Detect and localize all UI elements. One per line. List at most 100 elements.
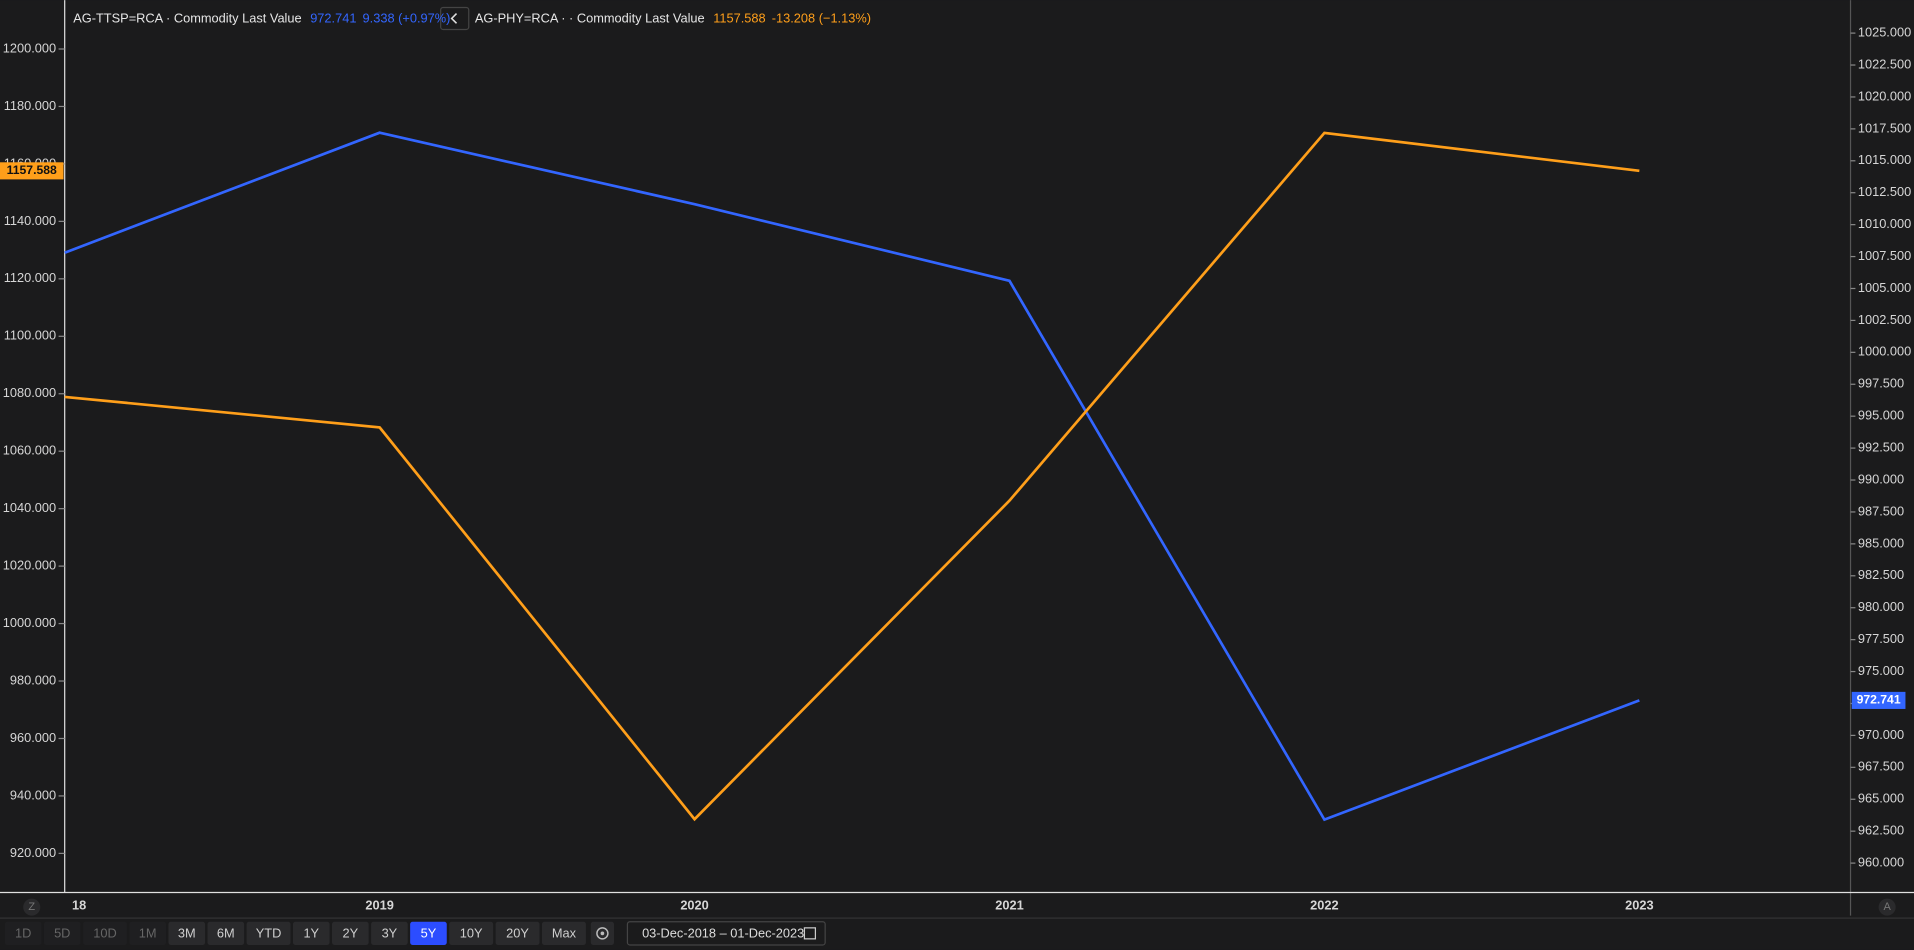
range-button-label[interactable]: 5Y — [421, 925, 437, 940]
range-button-label[interactable]: 20Y — [506, 925, 529, 940]
x-tick-label: 2021 — [995, 897, 1023, 912]
x-tick-label: 2019 — [365, 897, 393, 912]
calendar-icon — [803, 927, 817, 940]
y-tick-label: 1060.000 — [3, 443, 56, 458]
series-line — [64, 131, 1640, 822]
legend-name: AG-PHY=RCA · · Commodity Last Value — [475, 11, 705, 26]
y2-tick-label: 975.000 — [1858, 663, 1904, 678]
y2-tick-label: 962.500 — [1858, 823, 1904, 838]
y2-tick-label: 960.000 — [1858, 854, 1904, 869]
y-tick-label: 1140.000 — [4, 213, 56, 228]
last-value-label: 972.741 — [1857, 693, 1901, 707]
range-button[interactable] — [4, 921, 42, 945]
y2-tick-label: 992.500 — [1858, 439, 1904, 454]
range-button[interactable] — [129, 921, 167, 945]
range-button-label[interactable]: 3M — [178, 925, 196, 940]
y2-tick-label: 1022.500 — [1858, 56, 1911, 71]
range-button-label[interactable]: 1Y — [303, 925, 319, 940]
legend: AG-TTSP=RCA · Commodity Last Value 972.74… — [73, 11, 871, 26]
collapse-legend-button[interactable] — [440, 6, 470, 31]
y-tick-label: 980.000 — [10, 672, 56, 687]
y2-tick-label: 995.000 — [1858, 408, 1904, 423]
range-button-label[interactable]: YTD — [256, 925, 282, 940]
range-button[interactable] — [43, 921, 81, 945]
range-button[interactable] — [83, 921, 127, 945]
y2-tick-label: 980.000 — [1858, 599, 1904, 614]
range-button[interactable] — [168, 921, 206, 945]
y2-tick-label: 967.500 — [1858, 759, 1904, 774]
x-tick-label: 2020 — [680, 897, 708, 912]
y2-tick-label: 1000.000 — [1858, 344, 1911, 359]
range-button-label[interactable]: 10Y — [460, 925, 483, 940]
range-button[interactable] — [410, 921, 447, 945]
range-button[interactable] — [371, 921, 408, 945]
range-button[interactable] — [495, 921, 540, 945]
zoom-button-label[interactable]: Z — [28, 901, 35, 913]
range-button[interactable] — [449, 921, 494, 945]
y2-tick-label: 1007.500 — [1858, 248, 1911, 263]
range-button[interactable] — [541, 921, 586, 945]
chevron-icon — [450, 13, 458, 24]
series-line — [64, 131, 1640, 822]
legend-change: -13.208 (−1.13%) — [772, 11, 871, 26]
y-tick-label: 960.000 — [10, 730, 56, 745]
settings-icon-dot — [600, 931, 605, 936]
y2-tick-label: 970.000 — [1858, 727, 1904, 742]
y2-tick-label: 985.000 — [1858, 535, 1904, 550]
x-tick-label: 2022 — [1310, 897, 1338, 912]
y2-tick-label: 1005.000 — [1858, 280, 1911, 295]
legend-value: 1157.588 — [713, 11, 765, 26]
y-tick-label: 1000.000 — [3, 615, 56, 630]
y-tick-label: 1020.000 — [3, 558, 56, 573]
y2-tick-label: 1002.500 — [1858, 312, 1911, 327]
range-button[interactable] — [292, 921, 330, 945]
y-tick-label: 1180.000 — [4, 98, 56, 113]
y2-tick-label: 1017.500 — [1858, 120, 1911, 135]
y-tick-label: 1080.000 — [3, 385, 56, 400]
legend-value: 972.741 — [310, 11, 356, 26]
range-button-label[interactable]: 2Y — [343, 925, 359, 940]
range-button[interactable] — [332, 921, 369, 945]
auto-button[interactable] — [1878, 898, 1896, 916]
legend-change: 9.338 (+0.97%) — [363, 11, 451, 26]
last-value-label: 1157.588 — [7, 163, 57, 177]
y2-tick-label: 965.000 — [1858, 791, 1904, 806]
settings-icon — [596, 927, 609, 940]
date-range-label: 03-Dec-2018 – 01-Dec-2023 — [642, 925, 804, 940]
y-tick-label: 1040.000 — [3, 500, 56, 515]
legend-entry: AG-TTSP=RCA · Commodity Last Value 972.74… — [73, 11, 450, 26]
y2-tick-label: 1015.000 — [1858, 152, 1911, 167]
y-tick-label: 1120.000 — [4, 270, 56, 285]
last-value-badge — [1851, 691, 1906, 709]
y-tick-label: 1200.000 — [3, 40, 56, 55]
y2-tick-label: 1012.500 — [1858, 184, 1911, 199]
range-button-label[interactable]: Max — [552, 925, 577, 940]
y2-tick-label: 982.500 — [1858, 567, 1904, 582]
y2-tick-label: 1010.000 — [1858, 216, 1911, 231]
x-tick-label: 2023 — [1625, 897, 1653, 912]
legend-name: AG-TTSP=RCA · Commodity Last Value — [73, 11, 301, 26]
y2-tick-label: 997.500 — [1858, 376, 1904, 391]
range-button[interactable] — [246, 921, 291, 945]
y2-tick-label: 977.500 — [1858, 631, 1904, 646]
range-button-label[interactable]: 1M — [139, 925, 157, 940]
legend-entry: AG-PHY=RCA · · Commodity Last Value 1157.… — [475, 11, 871, 26]
range-button-label[interactable]: 10D — [93, 925, 116, 940]
y-tick-label: 920.000 — [10, 845, 56, 860]
y2-tick-label: 987.500 — [1858, 503, 1904, 518]
zoom-button[interactable] — [23, 898, 41, 916]
y2-tick-label: 1020.000 — [1858, 88, 1911, 103]
toolbar: 1D 5D 10D 1M 3M 6M YTD 1Y 2Y 3Y 5Y 10Y 20Y Max 03-Dec-… — [4, 921, 826, 946]
range-button-label[interactable]: 6M — [217, 925, 235, 940]
range-button-label[interactable]: 3Y — [382, 925, 398, 940]
auto-button-label[interactable]: A — [1883, 901, 1891, 913]
range-button-label[interactable]: 5D — [54, 925, 70, 940]
date-range-picker[interactable] — [626, 921, 826, 946]
range-button-label[interactable]: 1D — [15, 925, 31, 940]
y-tick-label: 1100.000 — [4, 328, 56, 343]
y-tick-label: 940.000 — [10, 787, 56, 802]
range-button[interactable] — [207, 921, 245, 945]
